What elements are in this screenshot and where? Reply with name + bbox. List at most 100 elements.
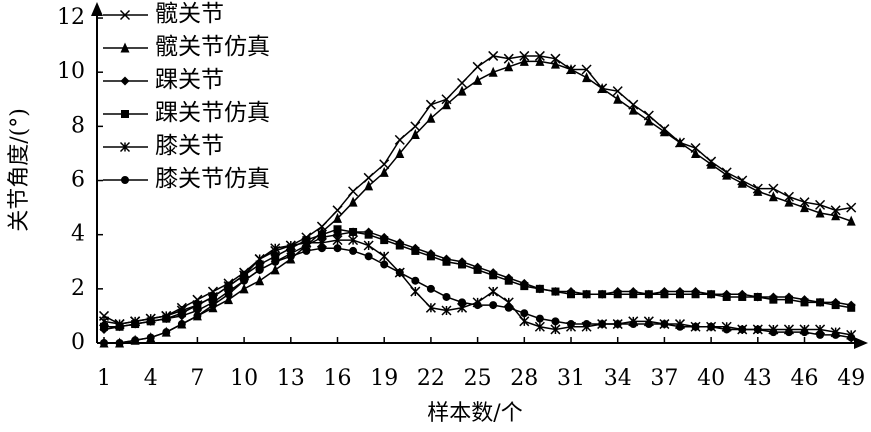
marker bbox=[395, 241, 404, 250]
marker bbox=[738, 292, 747, 301]
legend-label: 踝关节仿真 bbox=[155, 100, 270, 126]
y-tick-label: 0 bbox=[71, 330, 85, 355]
marker bbox=[520, 309, 529, 318]
marker bbox=[379, 159, 390, 170]
y-tick-label: 12 bbox=[57, 5, 85, 30]
marker bbox=[847, 303, 856, 312]
y-tick-label: 10 bbox=[57, 59, 85, 84]
marker bbox=[177, 320, 186, 329]
marker bbox=[119, 9, 131, 21]
marker bbox=[130, 316, 141, 327]
x-tick-label: 37 bbox=[650, 366, 678, 391]
marker bbox=[722, 292, 731, 301]
marker bbox=[800, 298, 809, 307]
marker bbox=[239, 283, 249, 294]
marker bbox=[567, 320, 576, 329]
x-tick-label: 16 bbox=[324, 366, 352, 391]
marker bbox=[98, 316, 110, 327]
marker bbox=[503, 53, 514, 64]
marker bbox=[629, 320, 638, 329]
marker bbox=[441, 305, 452, 316]
marker bbox=[425, 302, 436, 313]
marker bbox=[769, 295, 778, 304]
x-tick-label: 25 bbox=[464, 366, 492, 391]
marker bbox=[659, 126, 669, 137]
marker bbox=[489, 271, 498, 280]
marker bbox=[255, 260, 264, 269]
marker bbox=[121, 176, 129, 184]
marker bbox=[534, 321, 545, 332]
marker bbox=[333, 225, 342, 234]
marker bbox=[504, 276, 513, 285]
marker bbox=[394, 134, 405, 145]
marker bbox=[644, 320, 653, 329]
x-tick-label: 43 bbox=[744, 366, 772, 391]
marker bbox=[706, 158, 716, 169]
legend-label: 髋关节仿真 bbox=[155, 34, 270, 60]
marker bbox=[816, 298, 825, 307]
marker bbox=[644, 115, 654, 126]
x-axis-label: 样本数/个 bbox=[427, 401, 522, 426]
marker bbox=[768, 191, 778, 202]
marker bbox=[120, 42, 130, 53]
marker bbox=[550, 324, 561, 335]
marker bbox=[738, 325, 747, 334]
marker bbox=[254, 254, 265, 265]
marker bbox=[629, 290, 638, 299]
marker bbox=[426, 112, 436, 123]
marker bbox=[846, 202, 857, 213]
marker bbox=[675, 290, 684, 299]
marker bbox=[582, 290, 591, 299]
marker bbox=[598, 290, 607, 299]
marker bbox=[831, 210, 841, 221]
marker bbox=[146, 333, 155, 342]
marker bbox=[613, 320, 622, 329]
marker bbox=[395, 268, 404, 277]
x-tick-label: 28 bbox=[510, 366, 538, 391]
marker bbox=[800, 328, 809, 337]
marker bbox=[100, 322, 109, 331]
marker bbox=[286, 252, 295, 261]
marker bbox=[644, 290, 653, 299]
x-tick-label: 7 bbox=[190, 366, 204, 391]
marker bbox=[707, 290, 716, 299]
marker bbox=[176, 305, 187, 316]
marker bbox=[224, 290, 233, 299]
marker bbox=[410, 286, 421, 297]
marker bbox=[270, 243, 281, 254]
marker bbox=[815, 207, 825, 218]
marker bbox=[675, 137, 685, 148]
marker bbox=[333, 244, 342, 253]
marker bbox=[271, 257, 280, 266]
marker bbox=[613, 93, 623, 104]
marker bbox=[551, 287, 560, 296]
marker bbox=[722, 169, 732, 180]
marker bbox=[379, 251, 390, 262]
marker bbox=[831, 330, 840, 339]
x-tick-label: 49 bbox=[837, 366, 865, 391]
y-tick-label: 2 bbox=[71, 276, 85, 301]
marker bbox=[520, 282, 529, 291]
marker bbox=[348, 235, 359, 246]
marker bbox=[145, 313, 156, 324]
marker bbox=[131, 336, 140, 345]
x-tick-label: 19 bbox=[370, 366, 398, 391]
marker bbox=[114, 319, 125, 330]
marker bbox=[535, 55, 545, 66]
marker bbox=[380, 236, 389, 245]
marker bbox=[255, 265, 264, 274]
marker bbox=[285, 240, 296, 251]
marker bbox=[348, 196, 358, 207]
y-tick-label: 8 bbox=[71, 113, 85, 138]
marker bbox=[270, 264, 280, 275]
x-tick-label: 13 bbox=[277, 366, 305, 391]
marker bbox=[457, 85, 467, 96]
marker bbox=[301, 237, 312, 248]
marker bbox=[847, 333, 856, 342]
x-tick-label: 31 bbox=[557, 366, 585, 391]
marker bbox=[426, 284, 435, 293]
marker bbox=[737, 177, 747, 188]
marker bbox=[519, 55, 529, 66]
y-axis-arrow bbox=[91, 2, 103, 16]
x-tick-label: 34 bbox=[604, 366, 632, 391]
